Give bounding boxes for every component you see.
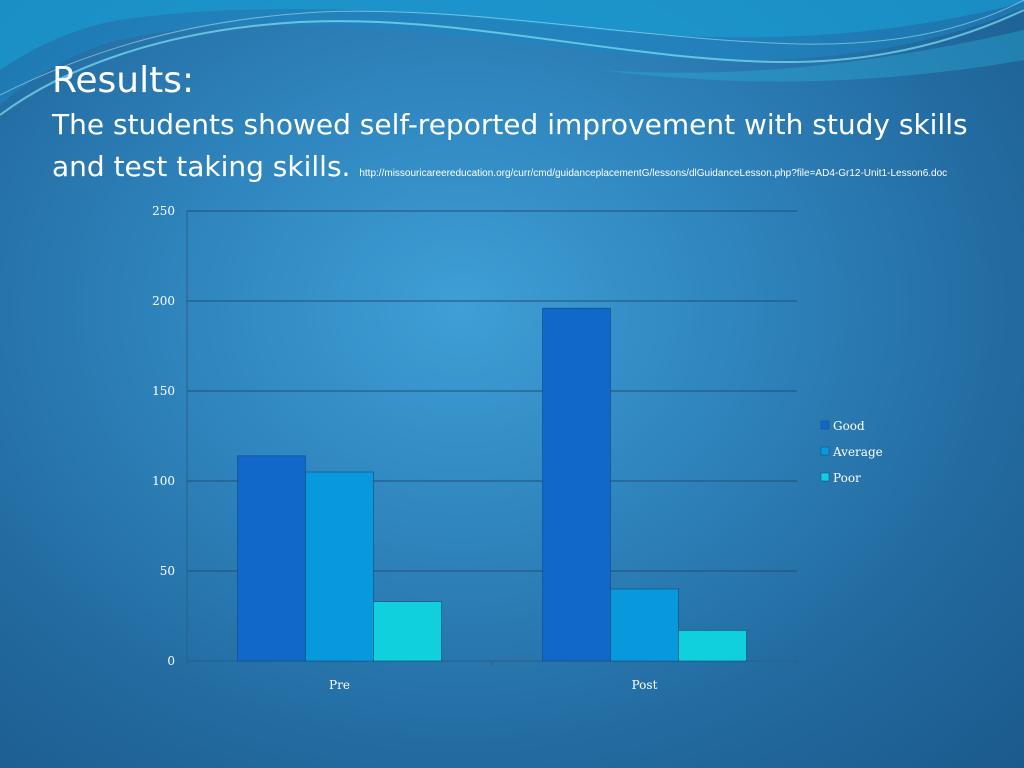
legend-label-average: Average [832,445,883,459]
slide-title: Results: [52,60,195,101]
legend-swatch-poor [820,472,830,482]
decorative-waves [0,0,1024,116]
y-tick-label-100: 100 [152,474,175,488]
y-tick-label-50: 50 [160,564,175,578]
slide-subtitle: The students showed self-reported improv… [52,108,968,183]
source-url: http://missouricareereducation.org/curr/… [359,168,948,179]
legend-swatch-average [820,446,830,456]
legend-swatch-good [820,420,830,430]
bar-post-good [542,307,611,662]
y-tick-label-0: 0 [167,654,175,668]
bar-pre-average [305,471,374,662]
bar-post-average [610,588,679,662]
legend-label-poor: Poor [833,471,861,485]
x-category-label-post: Post [632,678,658,692]
bar-pre-good [237,455,306,662]
y-tick-label-150: 150 [152,384,175,398]
bar-post-poor [678,630,747,662]
title-block: Results: The students showed self-report… [52,58,992,188]
bar-pre-poor [373,601,442,662]
legend-label-good: Good [833,419,865,433]
y-tick-label-200: 200 [152,294,175,308]
y-tick-label-250: 250 [152,204,175,218]
x-category-label-pre: Pre [329,678,350,692]
